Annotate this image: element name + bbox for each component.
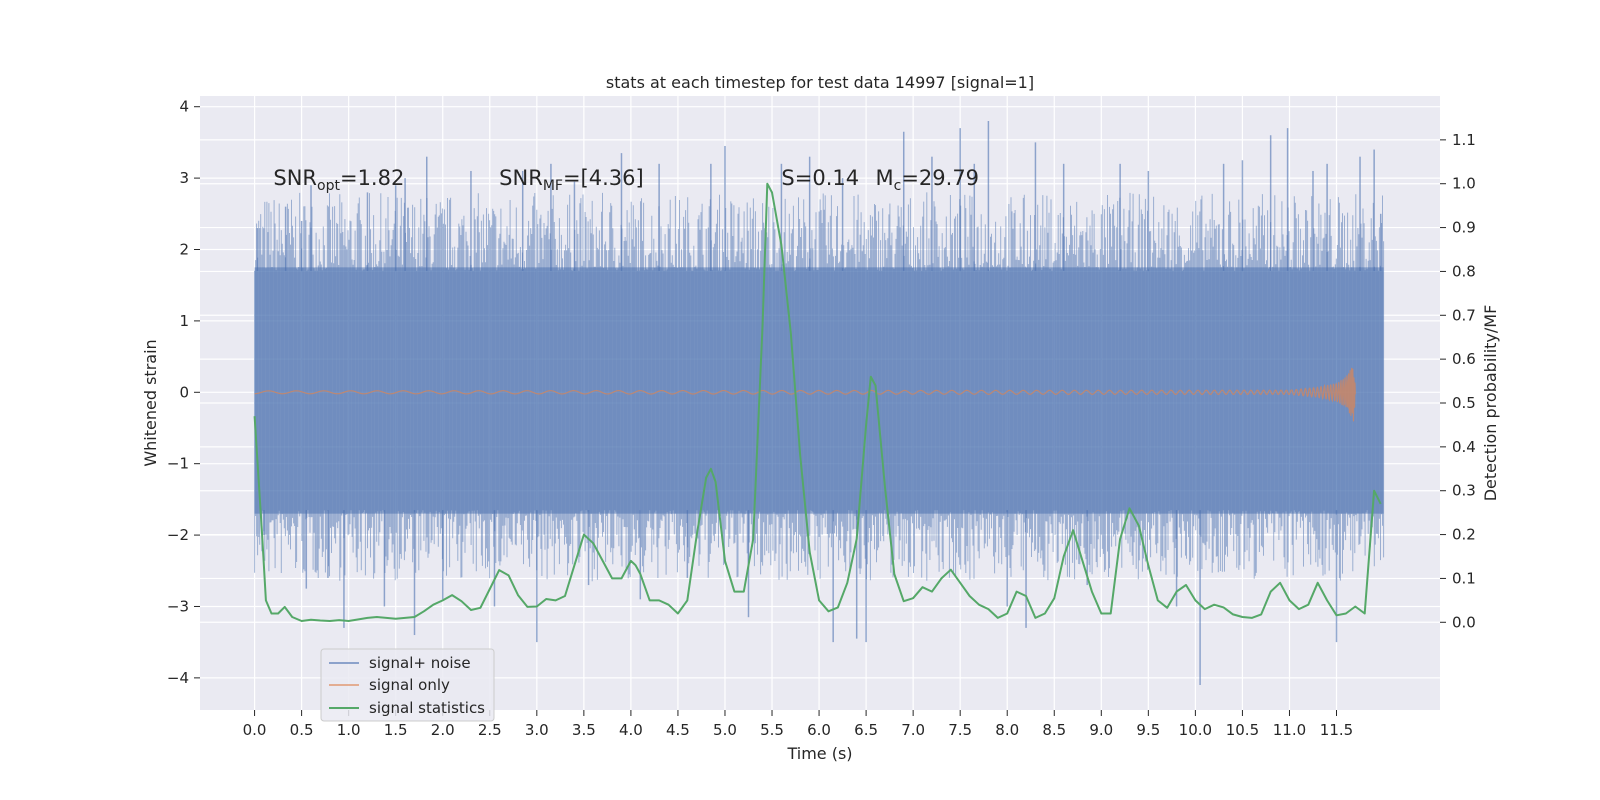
y-tick-label-4: 0 [179, 383, 189, 401]
signal-statistics-line [253, 182, 1382, 622]
x-tick-label-1: 0.5 [290, 721, 314, 739]
x-tick-label-22: 11.0 [1273, 721, 1306, 739]
y2-tick-label-3: 0.3 [1452, 482, 1476, 500]
y-tick-label-6: 2 [179, 241, 189, 259]
annotation-3: Mc=29.79 [876, 166, 980, 194]
series-signal-only [254, 367, 1356, 422]
x-tick-label-6: 3.0 [525, 721, 549, 739]
y2-tick-label-5: 0.5 [1452, 394, 1476, 412]
y2-axis-ticks: 0.0 0.1 0.2 0.3 0.4 0.5 0.6 0.7 0.8 0.9 1.0 1.1 [1440, 131, 1476, 631]
legend-label-signal-statistics: signal statistics [369, 699, 485, 717]
x-tick-label-14: 7.0 [901, 721, 925, 739]
x-tick-label-4: 2.0 [431, 721, 455, 739]
y-tick-label-0: −4 [167, 669, 189, 687]
x-tick-label-20: 10.0 [1179, 721, 1212, 739]
y-axis-label: Whitened strain [141, 339, 160, 466]
y2-tick-label-0: 0.0 [1452, 613, 1476, 631]
noise-trace [254, 192, 1385, 582]
y2-tick-label-6: 0.6 [1452, 350, 1476, 368]
x-axis-label: Time (s) [786, 744, 852, 763]
legend-box [320, 648, 495, 722]
y2-tick-label-11: 1.1 [1452, 131, 1476, 149]
y2-tick-label-7: 0.7 [1452, 306, 1476, 324]
y2-tick-label-1: 0.1 [1452, 569, 1476, 587]
y2-tick-label-9: 0.9 [1452, 219, 1476, 237]
y-tick-label-3: −1 [167, 455, 189, 473]
x-tick-label-0: 0.0 [243, 721, 267, 739]
x-tick-label-10: 5.0 [713, 721, 737, 739]
x-tick-label-2: 1.0 [337, 721, 361, 739]
y2-tick-label-10: 1.0 [1452, 175, 1476, 193]
x-tick-label-5: 2.5 [478, 721, 502, 739]
x-tick-label-3: 1.5 [384, 721, 408, 739]
annotation-0: SNRopt=1.82 [273, 166, 404, 194]
y2-axis-label: Detection probability/MF [1481, 305, 1500, 502]
y-tick-label-5: 1 [179, 312, 189, 330]
legend: signal+ noise signal only signal statist… [320, 648, 495, 722]
x-tick-label-16: 8.0 [995, 721, 1019, 739]
legend-label-signal-plus-noise: signal+ noise [369, 654, 471, 672]
y-tick-label-1: −3 [167, 597, 189, 615]
x-tick-label-9: 4.5 [666, 721, 690, 739]
chart-title: stats at each timestep for test data 149… [606, 73, 1034, 92]
x-tick-label-15: 7.5 [948, 721, 972, 739]
y2-tick-label-8: 0.8 [1452, 262, 1476, 280]
signal-only-line [254, 367, 1356, 422]
x-tick-label-21: 10.5 [1226, 721, 1259, 739]
annotations: SNRopt=1.82 SNRMF=[4.36] S=0.14 Mc=29.79 [273, 166, 979, 194]
x-tick-label-17: 8.5 [1042, 721, 1066, 739]
x-tick-label-11: 5.5 [760, 721, 784, 739]
y-tick-label-7: 3 [179, 169, 189, 187]
x-tick-label-19: 9.5 [1136, 721, 1160, 739]
y-axis-ticks: −4 −3 −2 −1 0 1 2 3 4 [167, 98, 200, 687]
y2-tick-label-2: 0.2 [1452, 526, 1476, 544]
x-tick-label-13: 6.5 [854, 721, 878, 739]
x-axis-ticks: 0.0 0.5 1.0 1.5 2.0 2.5 3.0 3.5 4.0 4.5 5.0 5.5 6.0 6… [243, 710, 1353, 739]
x-tick-label-18: 9.0 [1089, 721, 1113, 739]
series-signal-statistics [253, 182, 1382, 622]
y-tick-label-2: −2 [167, 526, 189, 544]
x-tick-label-12: 6.0 [807, 721, 831, 739]
x-tick-label-23: 11.5 [1320, 721, 1353, 739]
y2-tick-label-4: 0.4 [1452, 438, 1476, 456]
legend-label-signal-only: signal only [369, 676, 450, 694]
x-tick-label-7: 3.5 [572, 721, 596, 739]
y-tick-label-8: 4 [179, 98, 189, 116]
annotation-1: SNRMF=[4.36] [499, 166, 644, 194]
annotation-2: S=0.14 [781, 166, 859, 190]
x-tick-label-8: 4.0 [619, 721, 643, 739]
